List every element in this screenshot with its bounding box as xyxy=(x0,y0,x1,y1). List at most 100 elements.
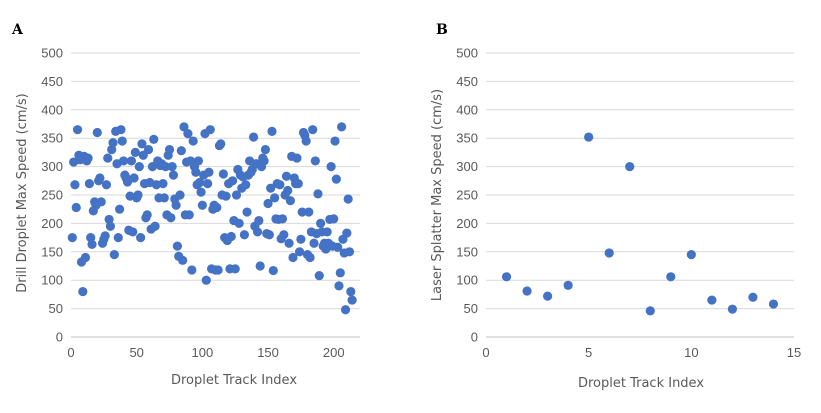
data-point xyxy=(167,162,177,172)
data-points-a xyxy=(67,122,357,315)
data-point xyxy=(95,173,105,183)
data-point xyxy=(80,252,91,263)
data-point xyxy=(71,202,81,213)
data-point xyxy=(501,272,512,282)
data-point xyxy=(108,138,118,148)
data-point xyxy=(159,193,169,203)
data-point xyxy=(330,136,340,146)
data-point xyxy=(255,261,265,271)
data-point xyxy=(172,241,183,251)
data-point xyxy=(171,200,181,210)
data-point xyxy=(134,162,144,172)
data-point xyxy=(337,122,347,132)
data-point xyxy=(137,139,147,149)
data-point xyxy=(727,304,738,314)
data-point xyxy=(150,221,160,231)
data-point xyxy=(275,180,285,190)
data-point xyxy=(84,179,94,189)
x-tick-label: 5 xyxy=(585,345,592,360)
data-point xyxy=(83,153,93,163)
data-point xyxy=(129,173,139,183)
data-point xyxy=(296,234,306,244)
y-tick-label: 500 xyxy=(456,46,478,61)
data-point xyxy=(292,153,302,163)
data-point xyxy=(284,238,294,248)
data-point xyxy=(104,214,114,225)
data-point xyxy=(175,190,185,200)
data-point xyxy=(283,185,293,196)
x-tick-labels-b: 0 5 10 15 xyxy=(482,345,801,360)
data-point xyxy=(193,156,204,166)
data-point xyxy=(335,268,345,278)
y-tick-label: 150 xyxy=(456,244,478,259)
data-point xyxy=(310,156,320,166)
data-point xyxy=(270,193,280,203)
data-point xyxy=(329,214,339,224)
data-point xyxy=(281,171,292,181)
data-point xyxy=(309,238,319,248)
data-point xyxy=(103,153,113,163)
data-point xyxy=(259,156,269,166)
x-tick-label: 200 xyxy=(323,345,345,360)
data-point xyxy=(183,129,193,139)
data-point xyxy=(221,191,231,201)
data-point xyxy=(179,122,189,132)
data-point xyxy=(347,295,357,305)
data-point xyxy=(178,255,188,265)
y-tick-labels-b: 0 50 100 150 200 250 300 350 400 450 500 xyxy=(456,46,478,345)
data-point xyxy=(117,136,127,146)
y-tick-labels-a: 0 50 100 150 200 250 300 350 400 450 500 xyxy=(41,46,63,345)
y-tick-label: 150 xyxy=(41,244,63,259)
data-point xyxy=(187,265,197,275)
data-point xyxy=(285,196,295,206)
data-point xyxy=(340,305,351,315)
data-point xyxy=(344,247,355,257)
x-axis-title-a: Droplet Track Index xyxy=(171,373,297,388)
data-point xyxy=(158,179,168,189)
data-point xyxy=(293,179,303,189)
data-point xyxy=(260,144,271,155)
data-point xyxy=(143,144,154,155)
data-point xyxy=(645,306,655,316)
data-points-b xyxy=(501,132,779,316)
panel-label-b: B xyxy=(436,22,448,38)
data-point xyxy=(128,227,138,237)
data-point xyxy=(604,248,614,258)
y-tick-label: 100 xyxy=(456,273,478,288)
y-tick-label: 250 xyxy=(41,188,63,203)
data-point xyxy=(184,210,194,220)
data-point xyxy=(101,180,112,190)
x-tick-label: 0 xyxy=(482,345,489,360)
data-point xyxy=(263,198,273,209)
x-tick-label: 0 xyxy=(67,345,74,360)
data-point xyxy=(584,132,594,142)
y-tick-label: 400 xyxy=(41,102,63,117)
data-point xyxy=(707,295,717,305)
x-tick-label: 100 xyxy=(192,345,214,360)
data-point xyxy=(67,233,77,243)
data-point xyxy=(116,125,126,135)
data-point xyxy=(191,167,201,177)
data-point xyxy=(107,144,117,155)
data-point xyxy=(115,204,125,214)
data-point xyxy=(252,227,263,237)
data-point xyxy=(196,187,206,197)
y-tick-label: 0 xyxy=(471,330,478,345)
data-point xyxy=(130,147,140,157)
data-point xyxy=(105,221,116,231)
y-tick-label: 250 xyxy=(456,188,478,203)
data-point xyxy=(149,134,159,144)
data-point xyxy=(304,207,314,217)
data-point xyxy=(168,170,179,180)
data-point xyxy=(212,202,222,213)
data-point xyxy=(204,167,214,177)
y-tick-label: 200 xyxy=(41,216,63,231)
y-tick-label: 0 xyxy=(56,330,63,345)
data-point xyxy=(176,146,186,156)
data-point xyxy=(294,247,305,257)
data-point xyxy=(78,286,88,297)
y-tick-label: 400 xyxy=(456,102,478,117)
data-point xyxy=(326,162,336,172)
x-tick-label: 150 xyxy=(257,345,279,360)
